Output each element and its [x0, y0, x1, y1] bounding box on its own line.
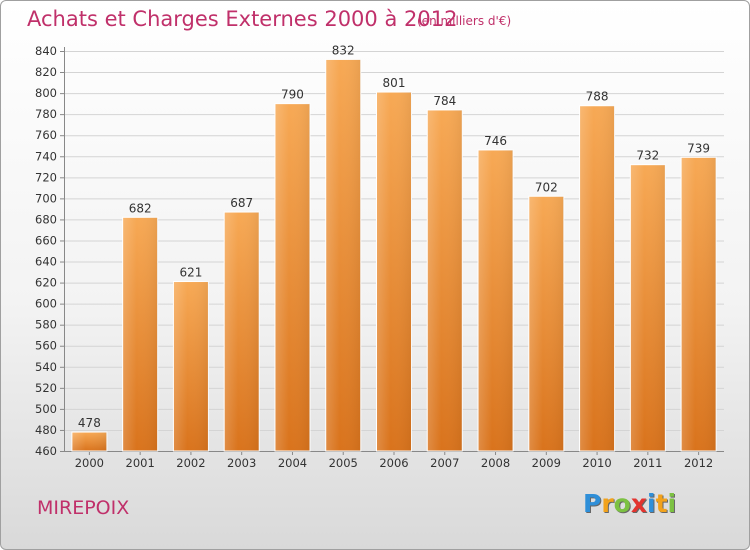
bar-shade-2011 [630, 164, 666, 451]
x-tick-label-2000: 2000 [75, 456, 104, 470]
value-label-2002: 621 [179, 266, 202, 280]
y-tick-label: 540 [35, 360, 57, 374]
bar-shade-2002 [173, 281, 209, 451]
y-tick-label: 480 [35, 423, 57, 437]
x-tick-label-2008: 2008 [481, 456, 510, 470]
bar-shade-2006 [376, 92, 412, 451]
y-tick-label: 640 [35, 255, 57, 269]
y-tick-label: 500 [35, 402, 57, 416]
proxiti-logo: Proxiti [583, 489, 676, 518]
value-label-2006: 801 [383, 76, 406, 90]
x-tick-label-2009: 2009 [532, 456, 561, 470]
logo-letter: P [583, 489, 602, 518]
value-label-2000: 478 [78, 416, 101, 430]
logo-letter: o [613, 489, 631, 518]
bar-shade-2009 [528, 196, 564, 451]
value-label-2010: 788 [586, 90, 609, 104]
bar-shade-2003 [224, 212, 260, 451]
x-tick-label-2011: 2011 [633, 456, 662, 470]
x-tick-label-2001: 2001 [126, 456, 155, 470]
logo-letter: i [667, 489, 677, 518]
chart-subtitle: (en milliers d'€) [417, 14, 512, 28]
y-tick-label: 780 [35, 107, 57, 121]
bar-shade-2010 [579, 105, 615, 451]
y-tick-label: 740 [35, 149, 57, 163]
value-label-2007: 784 [433, 94, 456, 108]
bar-shade-2007 [427, 109, 463, 452]
x-tick-label-2012: 2012 [684, 456, 713, 470]
y-tick-label: 520 [35, 381, 57, 395]
y-tick-label: 760 [35, 128, 57, 142]
y-tick-label: 560 [35, 339, 57, 353]
value-label-2005: 832 [332, 43, 355, 57]
logo-letter: i [647, 489, 656, 518]
y-tick-label: 460 [35, 444, 57, 458]
y-tick-label: 620 [35, 276, 57, 290]
y-tick-label: 660 [35, 233, 57, 247]
y-tick-label: 680 [35, 212, 57, 226]
y-tick-label: 580 [35, 318, 57, 332]
value-label-2009: 702 [535, 180, 558, 194]
x-tick-label-2002: 2002 [176, 456, 205, 470]
y-tick-label: 840 [35, 44, 57, 58]
bar-shade-2012 [681, 157, 717, 451]
value-label-2008: 746 [484, 134, 507, 148]
y-tick-label: 700 [35, 191, 57, 205]
x-tick-label-2007: 2007 [430, 456, 459, 470]
y-tick-label: 720 [35, 170, 57, 184]
x-tick-label-2004: 2004 [278, 456, 307, 470]
value-label-2011: 732 [636, 149, 659, 163]
bar-shade-2008 [478, 149, 514, 451]
value-label-2003: 687 [230, 196, 253, 210]
y-tick-label: 800 [35, 86, 57, 100]
value-label-2001: 682 [129, 201, 152, 215]
logo-letter: r [601, 489, 614, 518]
bar-shade-2004 [274, 103, 310, 451]
x-tick-label-2005: 2005 [329, 456, 358, 470]
value-label-2004: 790 [281, 88, 304, 102]
x-tick-label-2006: 2006 [379, 456, 408, 470]
x-tick-label-2010: 2010 [582, 456, 611, 470]
place-name: MIREPOIX [37, 497, 130, 519]
y-tick-label: 600 [35, 297, 57, 311]
bar-shade-2001 [122, 217, 158, 451]
logo-letter: x [630, 489, 647, 518]
chart-title: Achats et Charges Externes 2000 à 2012 [27, 7, 458, 31]
bar-shade-2000 [71, 432, 107, 451]
y-tick-label: 820 [35, 65, 57, 79]
x-tick-label-2003: 2003 [227, 456, 256, 470]
logo-letter: t [655, 489, 668, 518]
value-label-2012: 739 [687, 141, 710, 155]
bar-shade-2005 [325, 59, 361, 451]
